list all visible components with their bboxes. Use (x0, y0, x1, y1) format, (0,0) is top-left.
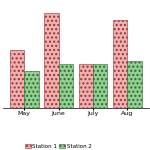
Bar (10, 50, 24, 108)
Bar (127, 61, 142, 108)
Bar (78, 64, 93, 108)
Bar (93, 64, 107, 108)
Bar (58, 64, 73, 108)
Bar (113, 20, 127, 108)
Bar (44, 13, 58, 108)
Bar (24, 71, 39, 108)
Legend: Station 1, Station 2: Station 1, Station 2 (25, 144, 91, 149)
